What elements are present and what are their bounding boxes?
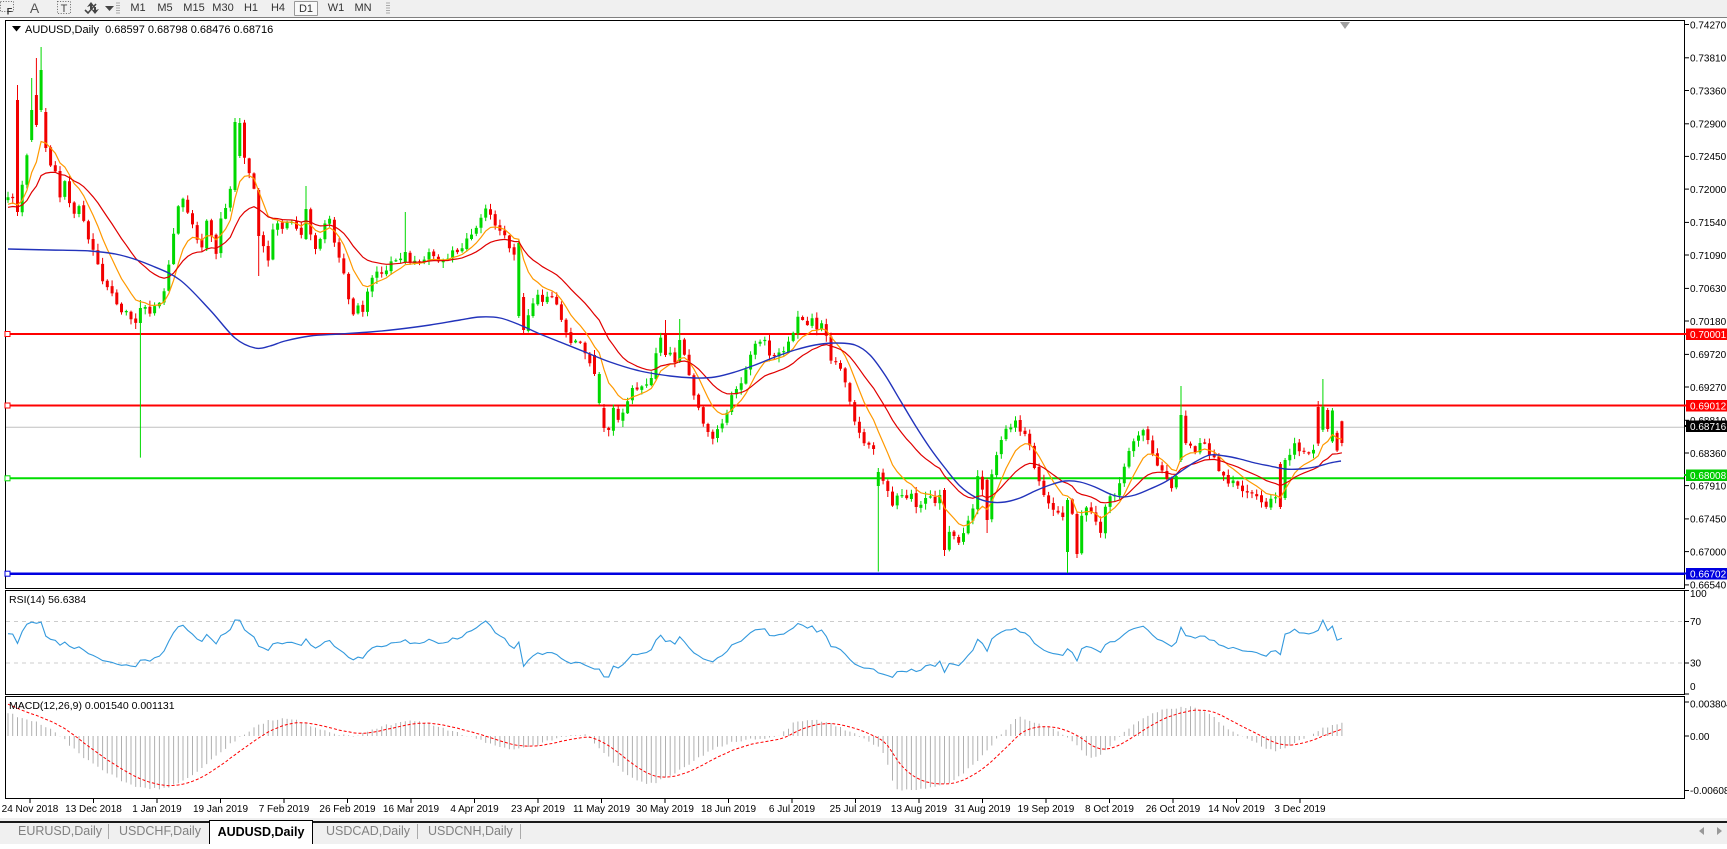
svg-text:0.66540: 0.66540	[1690, 581, 1727, 592]
svg-text:0.70180: 0.70180	[1690, 317, 1727, 328]
svg-text:70: 70	[1690, 617, 1702, 628]
svg-text:0.003804: 0.003804	[1690, 700, 1727, 711]
svg-text:T: T	[61, 3, 68, 15]
svg-text:0.68716: 0.68716	[1690, 422, 1727, 433]
svg-text:19 Sep 2019: 19 Sep 2019	[1018, 804, 1075, 815]
svg-text:11 May 2019: 11 May 2019	[573, 804, 631, 815]
svg-text:26 Feb 2019: 26 Feb 2019	[319, 804, 376, 815]
svg-text:16 Mar 2019: 16 Mar 2019	[383, 804, 440, 815]
svg-text:-0.006087: -0.006087	[1690, 786, 1727, 797]
svg-text:0.67450: 0.67450	[1690, 515, 1727, 526]
svg-text:0.72450: 0.72450	[1690, 152, 1727, 163]
svg-text:0.69012: 0.69012	[1690, 401, 1727, 412]
svg-text:0.73810: 0.73810	[1690, 54, 1727, 65]
svg-text:19 Jan 2019: 19 Jan 2019	[193, 804, 248, 815]
svg-text:8 Oct 2019: 8 Oct 2019	[1085, 804, 1134, 815]
svg-text:AUDUSD,Daily 0.68597 0.68798: AUDUSD,Daily 0.68597 0.68798 0.68476 0.6…	[25, 24, 273, 36]
svg-text:0.00: 0.00	[1690, 732, 1710, 743]
svg-text:0.68360: 0.68360	[1690, 449, 1727, 460]
svg-text:0.67000: 0.67000	[1690, 547, 1727, 558]
svg-text:0.69720: 0.69720	[1690, 350, 1727, 361]
svg-text:0.69270: 0.69270	[1690, 383, 1727, 394]
svg-text:0.66702: 0.66702	[1690, 569, 1727, 580]
svg-text:100: 100	[1690, 589, 1707, 600]
svg-text:0.70001: 0.70001	[1690, 330, 1727, 341]
svg-text:0.72000: 0.72000	[1690, 185, 1727, 196]
svg-text:F: F	[7, 7, 13, 17]
svg-text:31 Aug 2019: 31 Aug 2019	[954, 804, 1011, 815]
svg-text:0: 0	[1690, 682, 1696, 693]
svg-text:A: A	[30, 0, 40, 16]
svg-text:13 Dec 2018: 13 Dec 2018	[65, 804, 122, 815]
svg-text:0.74270: 0.74270	[1690, 20, 1727, 31]
svg-text:0.73360: 0.73360	[1690, 86, 1727, 97]
svg-text:14 Nov 2019: 14 Nov 2019	[1208, 804, 1265, 815]
svg-text:24 Nov 2018: 24 Nov 2018	[2, 804, 59, 815]
svg-text:13 Aug 2019: 13 Aug 2019	[891, 804, 948, 815]
svg-text:30 May 2019: 30 May 2019	[636, 804, 694, 815]
svg-text:18 Jun 2019: 18 Jun 2019	[701, 804, 756, 815]
svg-text:0.72900: 0.72900	[1690, 120, 1727, 131]
svg-text:6 Jul 2019: 6 Jul 2019	[769, 804, 816, 815]
svg-text:30: 30	[1690, 659, 1702, 670]
svg-text:3 Dec 2019: 3 Dec 2019	[1274, 804, 1326, 815]
svg-text:23 Apr 2019: 23 Apr 2019	[511, 804, 565, 815]
svg-text:0.68008: 0.68008	[1690, 471, 1727, 482]
svg-text:1 Jan 2019: 1 Jan 2019	[132, 804, 182, 815]
svg-text:7 Feb 2019: 7 Feb 2019	[259, 804, 310, 815]
svg-text:MACD(12,26,9) 0.001540 0.00113: MACD(12,26,9) 0.001540 0.001131	[9, 700, 175, 712]
svg-text:25 Jul 2019: 25 Jul 2019	[830, 804, 882, 815]
svg-text:4 Apr 2019: 4 Apr 2019	[450, 804, 499, 815]
svg-text:26 Oct 2019: 26 Oct 2019	[1146, 804, 1201, 815]
svg-text:0.71090: 0.71090	[1690, 251, 1727, 262]
svg-text:0.70630: 0.70630	[1690, 284, 1727, 295]
svg-text:0.71540: 0.71540	[1690, 218, 1727, 229]
svg-text:RSI(14) 56.6384: RSI(14) 56.6384	[9, 594, 86, 606]
svg-text:0.67910: 0.67910	[1690, 481, 1727, 492]
